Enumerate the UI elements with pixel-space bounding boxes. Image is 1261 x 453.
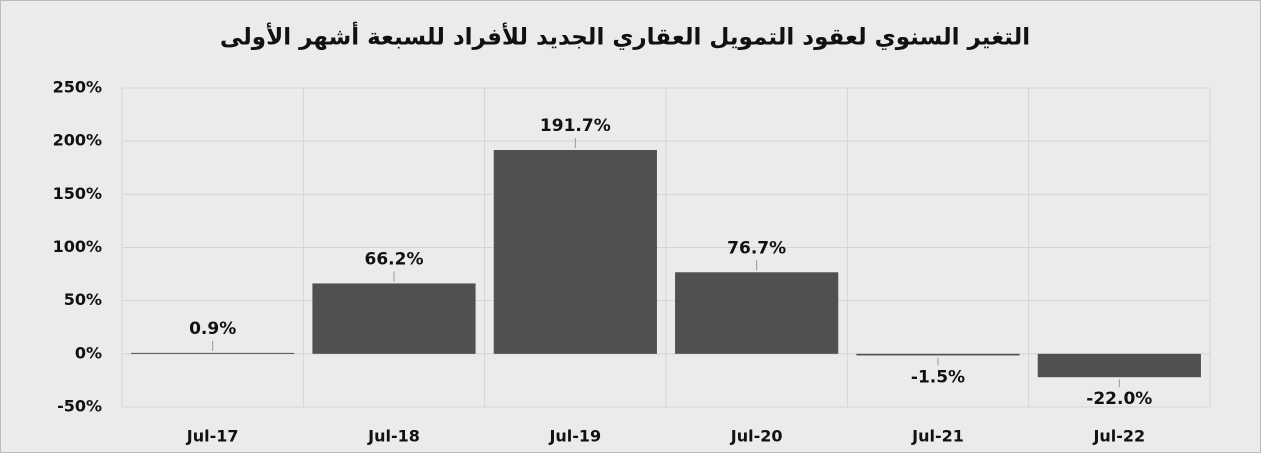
- bar: [856, 353, 1020, 356]
- bar: [675, 272, 839, 354]
- chart-title: التغير السنوي لعقود التمويل العقاري الجد…: [220, 21, 1030, 51]
- bar: [1037, 353, 1201, 378]
- x-tick-label: Jul-18: [367, 427, 420, 446]
- value-label: 76.7%: [727, 238, 786, 258]
- y-tick-label: 100%: [53, 237, 102, 256]
- y-tick-label: 150%: [53, 184, 102, 203]
- value-label: -22.0%: [1086, 389, 1152, 409]
- x-tick-label: Jul-20: [730, 427, 783, 446]
- value-label: 0.9%: [189, 319, 236, 339]
- x-tick-label: Jul-17: [186, 427, 239, 446]
- value-label: -1.5%: [911, 367, 965, 387]
- value-label: 191.7%: [540, 116, 611, 136]
- y-tick-label: 50%: [64, 290, 102, 309]
- y-tick-label: 250%: [53, 78, 102, 97]
- y-tick-label: 200%: [53, 131, 102, 150]
- y-tick-label: -50%: [57, 397, 102, 416]
- bar: [312, 283, 476, 354]
- x-tick-label: Jul-19: [548, 427, 601, 446]
- x-tick-label: Jul-21: [911, 427, 964, 446]
- y-tick-label: 0%: [75, 343, 102, 362]
- x-tick-label: Jul-22: [1092, 427, 1145, 446]
- bar: [131, 352, 295, 354]
- bar: [493, 149, 657, 354]
- value-label: 66.2%: [365, 249, 424, 269]
